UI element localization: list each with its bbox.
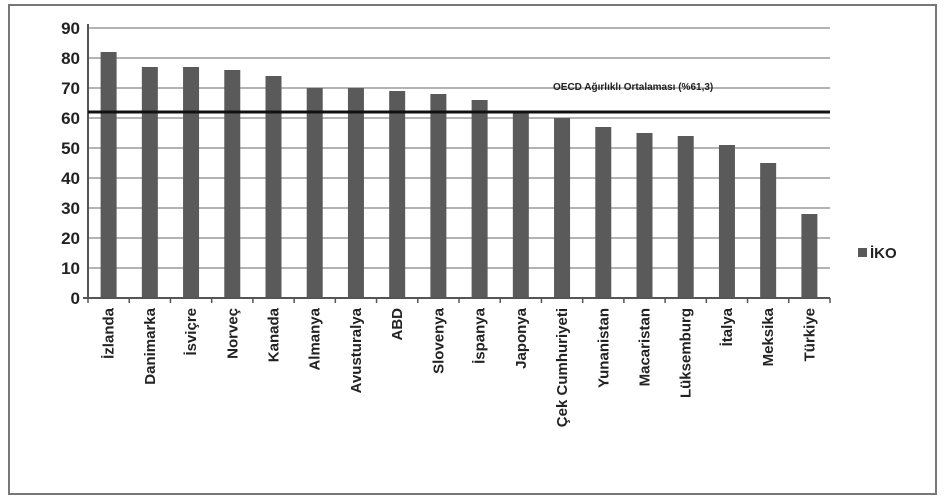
x-tick-label: İspanya: [472, 307, 489, 364]
y-tick-label: 0: [71, 289, 80, 308]
x-tick-label: Norveç: [224, 308, 241, 359]
bar: [760, 163, 777, 298]
bar: [100, 52, 117, 298]
y-tick-label: 40: [61, 169, 80, 188]
reference-line-group: OECD Ağırlıklı Ortalaması (%61,3): [88, 82, 830, 114]
bar: [512, 112, 529, 298]
gridlines: [88, 27, 830, 269]
x-tick-label: Yunanistan: [595, 308, 612, 388]
x-tick-label: Avusturalya: [348, 307, 365, 393]
y-tick-labels: 0 10 20 30 40 50 60 70 80 90: [61, 19, 80, 308]
bar: [595, 127, 612, 298]
y-tick-label: 20: [61, 229, 80, 248]
legend-label: İKO: [870, 245, 897, 262]
x-tick-label: İsviçre: [183, 308, 200, 356]
y-tick-label: 80: [61, 49, 80, 68]
bar: [801, 214, 818, 298]
x-tick-label: Kanada: [266, 307, 283, 362]
x-tick-label: Lüksemburg: [678, 308, 695, 398]
y-tick-label: 10: [61, 259, 80, 278]
x-tick-label: Almanya: [307, 307, 324, 370]
x-tick-label: İzlanda: [101, 307, 118, 359]
legend: İKO: [858, 245, 897, 262]
bar: [554, 118, 571, 298]
x-tick-label: ABD: [389, 308, 406, 341]
bar: [718, 145, 735, 298]
bar: [265, 76, 282, 298]
x-tick-label: Macaristan: [637, 308, 654, 386]
bar: [389, 91, 406, 298]
bar: [224, 70, 241, 298]
x-tick-label: Türkiye: [801, 308, 818, 361]
bar: [430, 94, 447, 298]
y-tick-label: 50: [61, 139, 80, 158]
y-tick-label: 90: [61, 19, 80, 38]
legend-swatch: [858, 248, 867, 257]
x-tick-label: Meksika: [760, 307, 777, 366]
x-tick-label: Japonya: [513, 307, 530, 369]
x-tick-label: İtalya: [719, 307, 736, 346]
x-tick-label: Çek Cumhuriyeti: [554, 308, 571, 427]
bar: [141, 67, 158, 298]
bar: [183, 67, 200, 298]
x-tick-label: Danimarka: [142, 307, 159, 384]
bar: [306, 88, 323, 298]
y-tick-label: 30: [61, 199, 80, 218]
x-tick-labels: İzlanda Danimarka İsviçre Norveç Kanada Alman…: [101, 307, 819, 427]
y-tick-label: 70: [61, 79, 80, 98]
bar: [347, 88, 364, 298]
bar: [636, 133, 653, 298]
axes: [83, 24, 831, 303]
bar: [677, 136, 694, 298]
bar: [471, 100, 488, 298]
y-tick-label: 60: [61, 109, 80, 128]
x-tick-label: Slovenya: [430, 307, 447, 374]
reference-line-label: OECD Ağırlıklı Ortalaması (%61,3): [553, 82, 713, 93]
